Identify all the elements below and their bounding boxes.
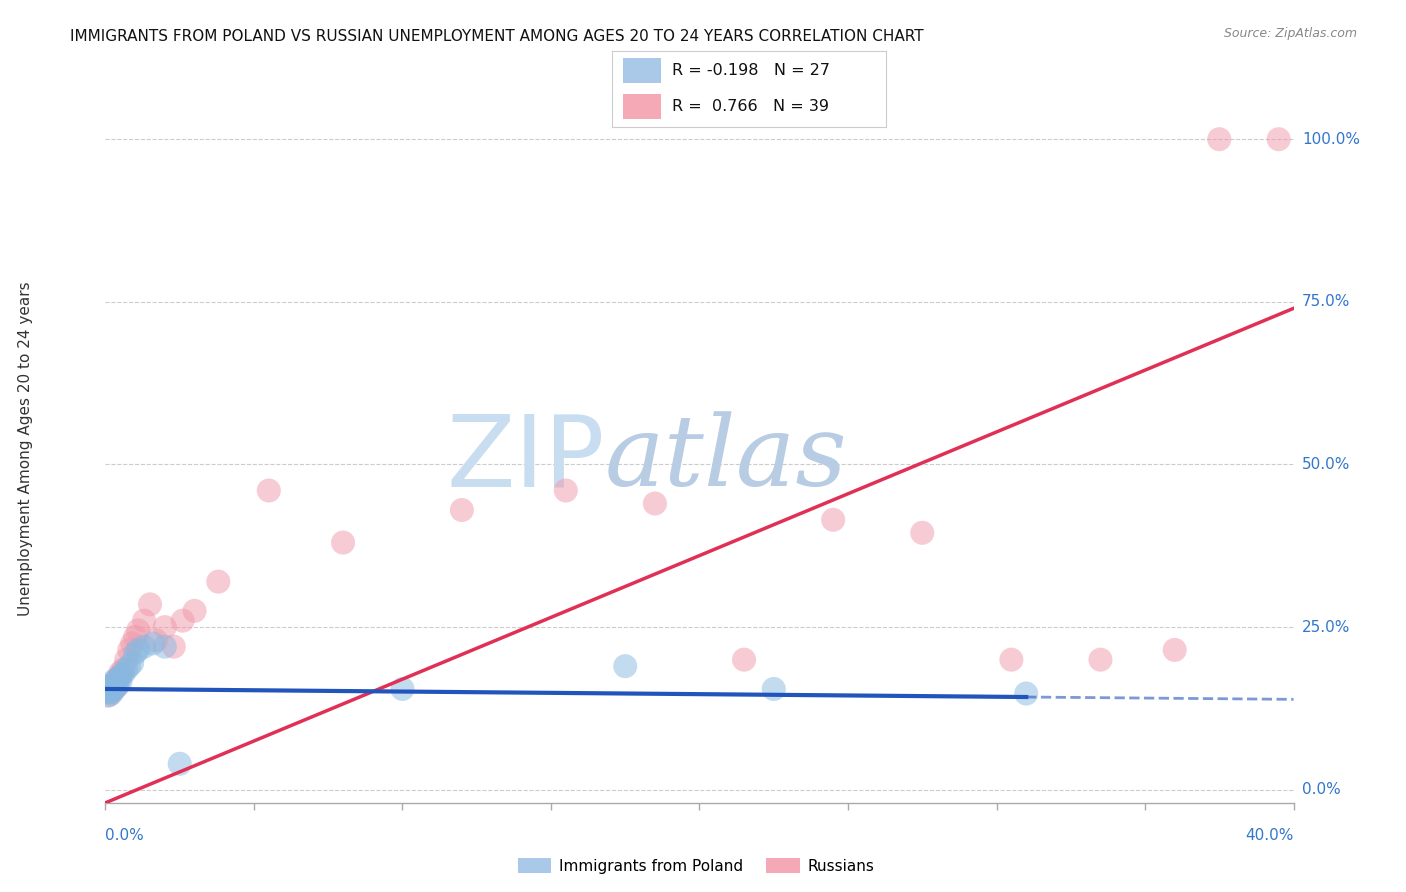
Point <box>97 681 120 696</box>
Point <box>332 535 354 549</box>
Point <box>103 681 125 696</box>
Point <box>172 614 194 628</box>
Point <box>115 653 138 667</box>
Point <box>100 679 122 693</box>
Point <box>110 675 132 690</box>
Text: 75.0%: 75.0% <box>1302 294 1350 310</box>
Point <box>103 673 125 688</box>
Point <box>100 685 122 699</box>
Point <box>163 640 186 654</box>
Text: Unemployment Among Ages 20 to 24 years: Unemployment Among Ages 20 to 24 years <box>18 281 32 615</box>
Point <box>124 630 146 644</box>
Point <box>100 686 122 700</box>
Point <box>762 681 785 696</box>
Text: 25.0%: 25.0% <box>1302 620 1350 634</box>
Text: 100.0%: 100.0% <box>1302 132 1360 146</box>
Point <box>103 677 125 691</box>
Point <box>1090 653 1112 667</box>
Point <box>169 756 191 771</box>
Point <box>1267 132 1289 146</box>
Point <box>105 679 128 693</box>
Point <box>391 681 413 696</box>
Point <box>142 636 165 650</box>
Point <box>97 685 120 699</box>
Point <box>115 662 138 676</box>
Legend: Immigrants from Poland, Russians: Immigrants from Poland, Russians <box>512 852 880 880</box>
Point <box>127 643 149 657</box>
Point <box>132 640 155 654</box>
Point <box>100 679 122 693</box>
Point <box>105 679 128 693</box>
Point <box>207 574 229 589</box>
Point <box>1164 643 1187 657</box>
Point <box>139 598 162 612</box>
Point <box>450 503 472 517</box>
Point <box>100 684 122 698</box>
Point <box>97 681 120 696</box>
Text: Source: ZipAtlas.com: Source: ZipAtlas.com <box>1223 27 1357 40</box>
Text: 0.0%: 0.0% <box>1302 782 1341 797</box>
Point <box>1208 132 1230 146</box>
Text: R = -0.198   N = 27: R = -0.198 N = 27 <box>672 62 830 78</box>
Point <box>644 496 666 510</box>
Bar <box>623 94 661 119</box>
Point <box>110 669 132 683</box>
Point <box>823 513 845 527</box>
Text: R =  0.766   N = 39: R = 0.766 N = 39 <box>672 99 830 114</box>
Point <box>554 483 576 498</box>
Point <box>112 667 135 681</box>
Point <box>153 620 176 634</box>
Point <box>1015 686 1038 700</box>
Text: 50.0%: 50.0% <box>1302 457 1350 472</box>
Text: IMMIGRANTS FROM POLAND VS RUSSIAN UNEMPLOYMENT AMONG AGES 20 TO 24 YEARS CORRELA: IMMIGRANTS FROM POLAND VS RUSSIAN UNEMPL… <box>70 29 924 45</box>
Text: atlas: atlas <box>605 411 848 507</box>
Point <box>911 525 934 540</box>
Point <box>105 672 128 686</box>
Point <box>118 643 141 657</box>
Point <box>132 614 155 628</box>
Text: 40.0%: 40.0% <box>1246 829 1294 843</box>
Point <box>97 689 120 703</box>
Point <box>183 604 205 618</box>
Point <box>97 689 120 703</box>
Point <box>110 669 132 683</box>
Point <box>110 665 132 680</box>
Point <box>153 640 176 654</box>
Point <box>103 681 125 696</box>
Point <box>105 672 128 686</box>
Bar <box>623 58 661 83</box>
Point <box>614 659 637 673</box>
Point <box>257 483 280 498</box>
Point <box>127 624 149 638</box>
Point <box>121 636 143 650</box>
Point <box>103 675 125 690</box>
Point <box>124 646 146 660</box>
Point <box>1000 653 1022 667</box>
Text: 0.0%: 0.0% <box>105 829 145 843</box>
Point <box>145 633 167 648</box>
Point <box>121 656 143 670</box>
Text: ZIP: ZIP <box>446 410 605 508</box>
Point <box>733 653 755 667</box>
Point <box>112 662 135 676</box>
Point <box>118 659 141 673</box>
